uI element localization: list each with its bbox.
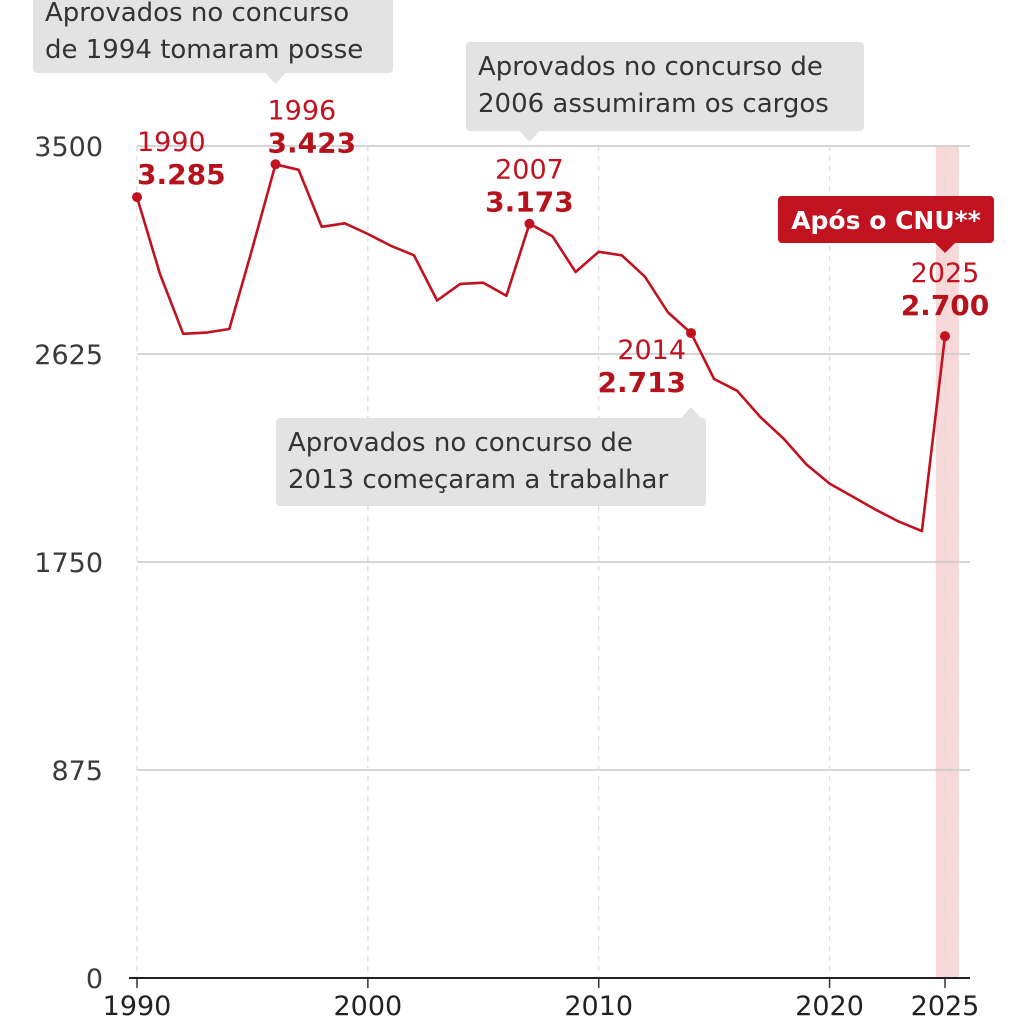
note-line: Aprovados no concurso de: [478, 52, 823, 82]
data-point-2025: [940, 331, 950, 342]
note-line: Aprovados no concurso: [45, 0, 349, 28]
point-year-label: 2025: [911, 258, 980, 289]
note-box: [33, 0, 393, 73]
x-tick-label: 1990: [103, 991, 172, 1022]
point-year-label: 1996: [268, 95, 337, 126]
note-pointer: [519, 131, 540, 142]
cnu-badge-label: Após o CNU**: [791, 206, 981, 235]
note-line: Aprovados no concurso de: [288, 428, 633, 458]
note-line: 2013 começaram a trabalhar: [288, 465, 668, 495]
data-point-1996: [270, 159, 281, 170]
y-tick-label: 875: [51, 756, 103, 787]
series-line-0: [135, 163, 947, 533]
x-tick-label: 2025: [911, 991, 980, 1022]
note-box: [276, 418, 706, 506]
data-point-1990: [132, 192, 142, 203]
y-tick-label: 0: [86, 964, 103, 995]
point-value-label: 2.713: [597, 366, 686, 399]
point-value-label: 3.423: [268, 126, 357, 159]
point-year-label: 2014: [617, 335, 686, 366]
note-box: [466, 42, 864, 131]
note-pointer: [681, 407, 702, 418]
cnu-badge-box: [778, 196, 994, 243]
cnu-badge: Após o CNU**: [778, 196, 994, 253]
cnu-badge-pointer: [935, 243, 955, 253]
point-value-label: 3.285: [137, 158, 226, 191]
y-tick-label: 2625: [34, 340, 103, 371]
x-tick-label: 2020: [795, 991, 864, 1022]
point-year-label: 1990: [137, 127, 206, 158]
note-callout-1: Aprovados no concurso de 1994 tomaram pos…: [33, 0, 393, 84]
x-tick-label: 2000: [333, 991, 402, 1022]
note-line: de 1994 tomaram posse: [45, 35, 363, 65]
data-point-2014: [686, 328, 697, 339]
x-tick-label: 2010: [564, 991, 633, 1022]
note-callout-2: Aprovados no concurso de 2006 assumiram o…: [466, 42, 864, 142]
note-pointer: [265, 73, 286, 84]
note-callout-3: Aprovados no concurso de 2013 começaram a…: [276, 407, 706, 506]
y-tick-label: 1750: [34, 548, 103, 579]
point-year-label: 2007: [495, 155, 564, 186]
point-value-label: 2.700: [901, 289, 990, 322]
y-tick-label: 3500: [34, 132, 103, 163]
note-line: 2006 assumiram os cargos: [478, 89, 829, 119]
data-point-2007: [524, 218, 535, 229]
point-value-label: 3.173: [485, 186, 574, 219]
